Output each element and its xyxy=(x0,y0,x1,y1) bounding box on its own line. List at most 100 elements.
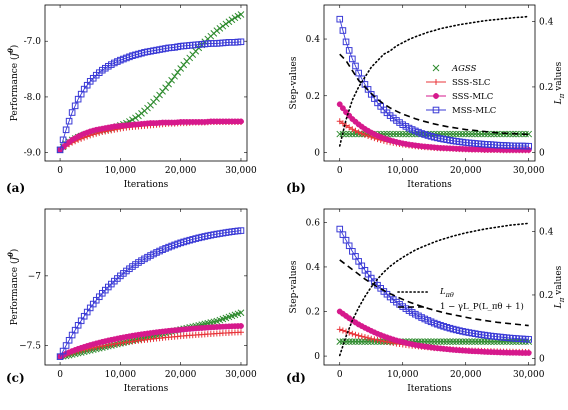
series-agss-point xyxy=(456,338,463,345)
series-dotted-line xyxy=(338,15,530,147)
series-agss-point xyxy=(484,338,492,345)
series-agss-point xyxy=(474,338,482,345)
plot-area xyxy=(56,227,245,360)
series-agss-point xyxy=(471,130,479,138)
y-tick-label: -9.0 xyxy=(24,149,42,159)
series-mss-mlc-point xyxy=(342,38,350,46)
series-agss-point xyxy=(506,338,514,345)
series-mss-mlc-point xyxy=(68,109,76,116)
series-agss-point xyxy=(456,130,463,138)
series-sss-slc-point xyxy=(339,120,346,127)
plot-frame xyxy=(44,208,248,366)
y2-tick-label: 0.4 xyxy=(539,17,554,27)
series-agss-point xyxy=(452,130,460,138)
panel-2: 0 10,000 20,000 30,000 −7.5 −7 Iterations Perfo… xyxy=(6,208,257,394)
series-agss-point xyxy=(468,338,476,345)
legend-marker xyxy=(433,93,439,99)
series-agss-point xyxy=(225,18,233,26)
legend-label: MSS-MLC xyxy=(452,106,496,116)
series-agss-point xyxy=(443,338,451,345)
series-agss-point xyxy=(364,338,372,345)
series-sss-slc-point xyxy=(349,126,356,133)
series-agss-point xyxy=(213,27,221,34)
series-mss-mlc-point xyxy=(349,55,356,63)
series-sss-slc-point xyxy=(336,118,343,125)
x-tick-label: 20,000 xyxy=(450,370,482,380)
plot-area xyxy=(56,11,245,154)
panel-1: 0 10,000 20,000 30,000 0 0.2 0.4 0 0.2 0.4 Iterati… xyxy=(286,4,566,195)
x-tick-label: 10,000 xyxy=(387,370,419,380)
series-agss-point xyxy=(446,338,454,345)
series-agss-point xyxy=(462,130,470,138)
series-dashed-line xyxy=(339,53,529,136)
x-tick-label: 0 xyxy=(337,166,343,176)
series-sss-slc-point xyxy=(358,130,365,137)
x-tick-label: 0 xyxy=(57,370,63,380)
series-agss-point xyxy=(132,114,139,122)
x-tick-label: 30,000 xyxy=(225,166,257,176)
series-agss-point xyxy=(497,130,504,138)
y2-axis-label: Lπ values xyxy=(554,61,566,105)
y-tick-label: 0 xyxy=(314,148,320,158)
legend-marker xyxy=(432,64,440,72)
series-agss-point xyxy=(358,338,366,345)
series-agss-point xyxy=(396,130,403,138)
series-sss-slc-point xyxy=(365,334,372,341)
series-agss-point xyxy=(237,11,245,18)
series-agss-point xyxy=(393,130,400,138)
series-sss-slc-point xyxy=(237,329,244,336)
series-agss-point xyxy=(503,338,511,345)
series-agss-point xyxy=(174,69,182,76)
series-sss-slc-point xyxy=(352,331,359,338)
y-axis-label: Performance (Jθ) xyxy=(6,249,20,326)
y2-tick-label: 0.4 xyxy=(539,227,554,237)
x-tick-label: 0 xyxy=(337,370,343,380)
series-mss-mlc-point xyxy=(336,15,344,23)
plot-area xyxy=(336,222,533,357)
series-agss-point xyxy=(427,338,435,345)
x-tick-label: 30,000 xyxy=(513,166,545,176)
series-agss-point xyxy=(515,130,523,138)
series-sss-mlc-point xyxy=(336,101,343,108)
y-tick-label: −7 xyxy=(28,272,42,282)
legend-label: SSS-SLC xyxy=(452,78,490,88)
panel-3: 0 10,000 20,000 30,000 0 0.2 0.4 0.6 0 0.2 0.4 Iter… xyxy=(286,208,566,394)
series-sss-mlc-point xyxy=(525,350,532,356)
series-sss-slc-point xyxy=(371,336,378,343)
series-agss-point xyxy=(449,338,457,345)
series-1-l-p-l-1-line xyxy=(339,259,529,327)
series-agss-point xyxy=(434,338,441,345)
panel-label: (d) xyxy=(286,371,306,385)
series-sss-slc-point xyxy=(339,327,346,334)
series-sss-slc-point xyxy=(346,124,353,131)
series-agss-point xyxy=(348,130,356,138)
y2-tick-label: 0 xyxy=(539,355,545,365)
y-axis-label: Step-values xyxy=(289,260,299,313)
legend-marker xyxy=(432,106,440,114)
series-mss-mlc-point xyxy=(237,227,245,234)
series-agss-point xyxy=(452,338,460,345)
series-agss-point xyxy=(465,130,473,138)
x-tick-label: 20,000 xyxy=(165,370,197,380)
series-sss-slc-point xyxy=(368,335,375,342)
series-sss-slc-point xyxy=(355,332,362,339)
series-agss-point xyxy=(228,16,236,24)
series-sss-slc-point xyxy=(352,127,359,134)
x-axis-label: Iterations xyxy=(407,180,452,190)
legend-d: Lπθ 1 − γL_P(L_πθ + 1) xyxy=(397,287,524,312)
x-tick-label: 10,000 xyxy=(105,370,137,380)
y2-axis-label: Lπ values xyxy=(554,265,566,309)
plot-frame xyxy=(44,4,248,162)
series-sss-slc-point xyxy=(349,330,356,337)
series-agss-point xyxy=(237,309,245,317)
series-agss-point xyxy=(474,130,482,138)
series-agss-point xyxy=(459,130,466,138)
series-agss-point xyxy=(525,130,533,138)
series-agss-point xyxy=(342,130,350,138)
series-agss-point xyxy=(449,130,457,138)
series-agss-point xyxy=(216,25,224,32)
series-mss-mlc-point xyxy=(59,136,67,144)
series-agss-point xyxy=(462,338,470,345)
legend-label: Lπθ xyxy=(439,287,454,299)
y2-tick-label: 0.2 xyxy=(539,291,553,301)
